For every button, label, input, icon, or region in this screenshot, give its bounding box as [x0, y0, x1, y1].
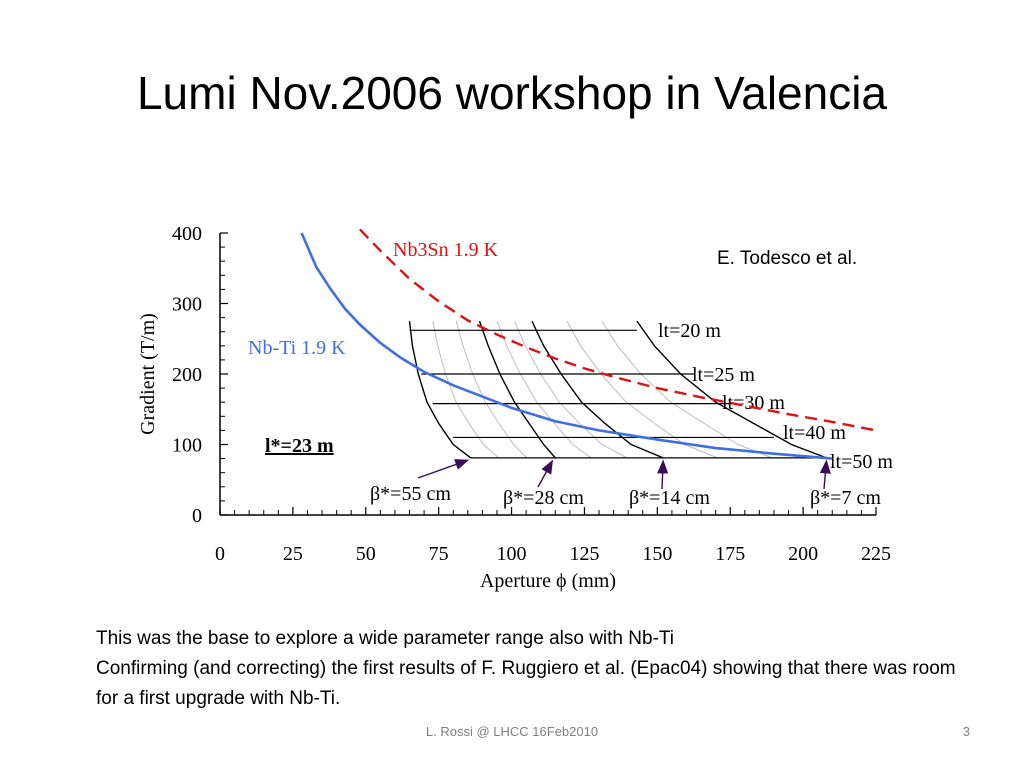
- beta-label: β*=55 cm: [370, 483, 451, 505]
- y-axis-label: Gradient (T/m): [137, 313, 159, 435]
- chart-series: [300, 228, 877, 460]
- chart-labels: Nb-Ti 1.9 K Nb3Sn 1.9 K l*=23 m: [248, 239, 499, 457]
- footer-text: L. Rossi @ LHCC 16Feb2010: [425, 724, 599, 739]
- interpolation-line: [455, 320, 528, 459]
- lt-line-label: lt=25 m: [692, 364, 755, 386]
- x-tick-label: 0: [215, 543, 225, 565]
- credit-text: E. Todesco et al.: [717, 248, 858, 269]
- interpolation-line: [514, 320, 628, 459]
- body-text: This was the base to explore a wide para…: [96, 624, 956, 714]
- lt-line-label: lt=20 m: [658, 320, 721, 342]
- beta-curves: β*=55 cm β*=28 cm β*=14 cm β*=7 cm: [370, 320, 881, 509]
- lt-line-label: lt=30 m: [722, 392, 785, 414]
- lt-lines: lt=20 m lt=25 m lt=30 m lt=40 m lt=50 m: [409, 320, 893, 473]
- l-star-annotation: l*=23 m: [265, 435, 334, 457]
- lt-line-label: lt=40 m: [783, 422, 846, 444]
- beta-curve: [531, 320, 664, 459]
- y-tick-label: 0: [192, 505, 202, 527]
- beta-label: β*=14 cm: [629, 487, 710, 509]
- beta-curve: [478, 320, 556, 459]
- beta-curve: [636, 320, 827, 459]
- x-tick-label: 150: [642, 543, 672, 565]
- beta-arrow: [657, 459, 669, 490]
- x-tick-label: 225: [861, 543, 891, 565]
- x-tick-label: 100: [497, 543, 527, 565]
- interpolation-line: [496, 320, 592, 459]
- nb3sn-curve: [359, 228, 877, 432]
- page-number: 3: [962, 724, 970, 739]
- x-tick-label: 50: [356, 543, 376, 565]
- x-tick-label: 75: [429, 543, 449, 565]
- x-tick-label: 175: [715, 543, 745, 565]
- body-line-1: This was the base to explore a wide para…: [96, 628, 675, 649]
- interpolation-line: [432, 321, 500, 459]
- beta-arrow: [417, 459, 470, 479]
- y-tick-label: 300: [172, 294, 202, 316]
- interpolation-line: [601, 320, 773, 459]
- beta-arrow: [537, 459, 554, 488]
- nbti-series-label: Nb-Ti 1.9 K: [248, 337, 346, 359]
- chart-axes: 0 100 200 300 400 0 25 50 75 100 125 150 175 200 225 Ap…: [137, 223, 891, 592]
- beta-curve: [408, 321, 472, 459]
- beta-label: β*=28 cm: [503, 487, 584, 509]
- beta-label: β*=7 cm: [810, 487, 881, 509]
- nb3sn-series-label: Nb3Sn 1.9 K: [393, 239, 499, 261]
- x-axis-label: Aperture ϕ (mm): [480, 570, 616, 592]
- y-tick-label: 200: [172, 364, 202, 386]
- nbti-curve: [300, 232, 833, 460]
- gradient-aperture-chart: 0 100 200 300 400 0 25 50 75 100 125 150 175 200 225 Ap…: [137, 223, 893, 592]
- x-tick-label: 125: [569, 543, 599, 565]
- y-tick-label: 100: [172, 435, 202, 457]
- lt-line-label: lt=50 m: [830, 451, 893, 473]
- x-tick-label: 200: [788, 543, 818, 565]
- x-tick-label: 25: [283, 543, 303, 565]
- beta-arrow: [819, 459, 831, 490]
- slide-title: Lumi Nov.2006 workshop in Valencia: [136, 67, 888, 119]
- y-tick-label: 400: [172, 223, 202, 245]
- body-line-2: Confirming (and correcting) the first re…: [96, 658, 956, 709]
